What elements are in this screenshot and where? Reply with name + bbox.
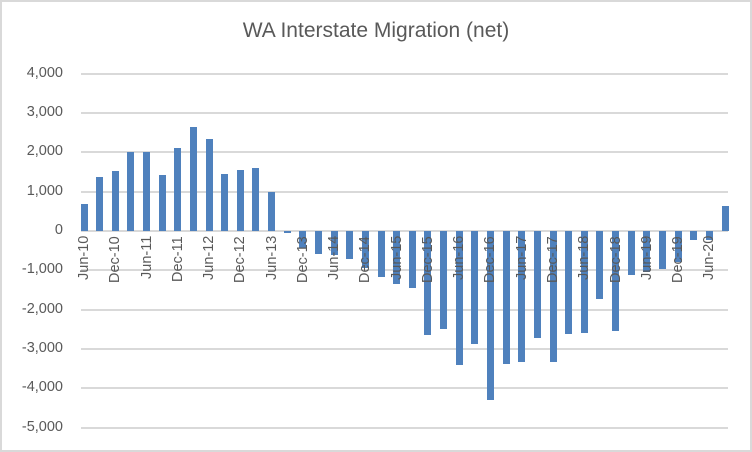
x-tick-label: Jun-16 [451, 235, 468, 280]
bar-Dec-17 [549, 231, 557, 363]
bar-Sep-15 [408, 231, 416, 289]
y-tick-label: -3,000 [21, 340, 63, 357]
bar-Mar-17 [502, 231, 510, 364]
x-tick-label: Dec-12 [232, 236, 249, 283]
x-tick-label: Dec-15 [419, 236, 436, 283]
gridline [81, 387, 728, 390]
bar-Mar-16 [440, 231, 448, 330]
bar-Mar-19 [627, 231, 635, 276]
gridline [81, 308, 728, 311]
bar-Sep-16 [471, 231, 479, 345]
x-tick-label: Jun-13 [263, 235, 280, 280]
x-tick-label: Jun-12 [201, 235, 218, 280]
bar-Sep-11 [158, 174, 166, 231]
bar-Jun-11 [143, 151, 151, 231]
x-tick-label: Jun-20 [701, 235, 718, 280]
bar-Jun-18 [580, 231, 588, 334]
bar-Jun-12 [205, 138, 213, 231]
x-tick-label: Dec-18 [607, 236, 624, 283]
gridline [81, 348, 728, 351]
bar-Dec-18 [612, 231, 620, 332]
bar-Dec-10 [111, 170, 119, 231]
bar-Mar-15 [377, 231, 385, 278]
bar-Sep-12 [221, 173, 229, 231]
bar-Sep-14 [346, 231, 354, 259]
bar-Sep-13 [283, 231, 291, 233]
bar-Jun-19 [643, 231, 651, 273]
bar-Mar-14 [315, 231, 322, 254]
bar-Dec-14 [361, 231, 369, 269]
bar-Dec-19 [674, 231, 682, 263]
bar-Jun-10 [80, 204, 88, 231]
x-tick-label: Jun-10 [76, 235, 92, 280]
x-tick-label: Dec-11 [169, 236, 186, 282]
bar-Sep-20 [721, 205, 729, 231]
y-tick-label: -5,000 [21, 418, 63, 435]
chart-title: WA Interstate Migration (net) [242, 19, 510, 42]
y-tick-label: -1,000 [21, 261, 63, 278]
x-tick-label: Dec-19 [670, 236, 687, 283]
y-tick-label: 2,000 [26, 143, 63, 160]
y-tick-label: 4,000 [26, 64, 63, 81]
bar-Dec-16 [486, 231, 494, 401]
gridline [81, 190, 728, 193]
bar-Jun-15 [393, 231, 401, 285]
bar-Jun-16 [455, 231, 463, 366]
bar-Mar-20 [690, 231, 698, 241]
x-tick-label: Dec-13 [294, 236, 311, 283]
x-tick-label: Jun-15 [388, 235, 405, 280]
gridline [81, 269, 728, 272]
bar-Dec-12 [236, 169, 244, 231]
bar-Jun-13 [268, 192, 276, 231]
bar-Mar-12 [189, 126, 197, 231]
y-tick-label: 3,000 [26, 103, 63, 120]
x-tick-label: Dec-10 [107, 236, 124, 283]
bar-Jun-17 [518, 231, 526, 363]
bar-Sep-19 [658, 231, 666, 269]
bar-Dec-13 [299, 231, 307, 248]
bar-Sep-10 [96, 176, 104, 231]
x-tick-label: Jun-17 [513, 235, 530, 280]
bar-Sep-18 [596, 231, 604, 300]
y-tick-label: 1,000 [26, 182, 63, 199]
gridline [81, 151, 728, 154]
bar-Dec-15 [424, 231, 432, 336]
gridline [81, 230, 728, 232]
y-tick-label: -2,000 [21, 300, 63, 317]
y-tick-label: 0 [54, 222, 63, 238]
x-tick-label: Dec-17 [545, 236, 562, 283]
x-tick-label: Dec-14 [357, 236, 374, 283]
gridline [81, 111, 728, 114]
bar-Sep-17 [533, 231, 541, 339]
gridline [81, 72, 728, 75]
x-tick-label: Jun-14 [326, 235, 343, 280]
bar-Dec-11 [174, 147, 182, 231]
bar-Jun-14 [330, 231, 338, 256]
bar-Mar-11 [127, 151, 135, 231]
x-tick-label: Dec-16 [482, 236, 499, 283]
x-tick-label: Jun-18 [576, 235, 593, 280]
x-tick-label: Jun-11 [138, 235, 155, 279]
y-tick-label: -4,000 [21, 379, 63, 396]
gridline [81, 426, 728, 429]
bar-Jun-20 [705, 231, 713, 240]
bar-Mar-13 [252, 168, 260, 231]
x-tick-label: Jun-19 [638, 235, 655, 280]
bar-Mar-18 [565, 231, 573, 335]
